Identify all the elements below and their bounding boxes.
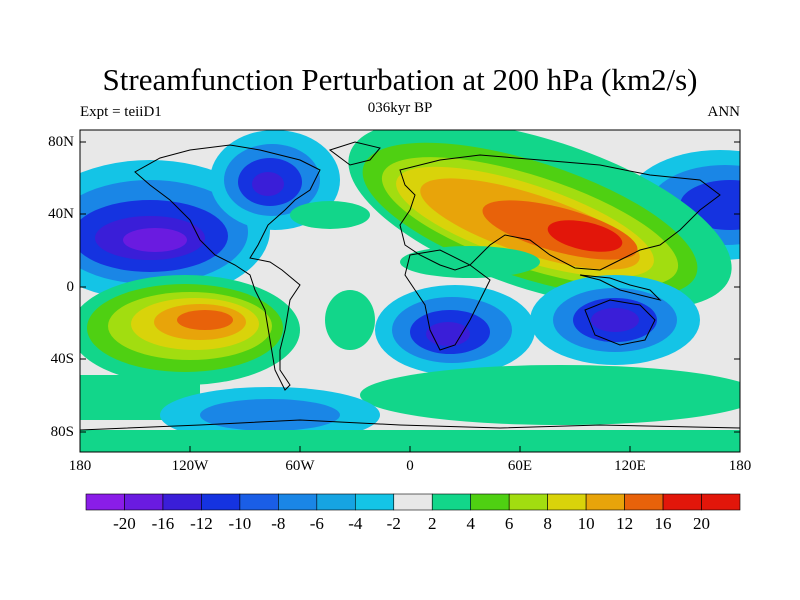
colorbar-box (85, 493, 125, 511)
contour-south-pacific-high (80, 275, 300, 385)
antarctica-outline (80, 419, 740, 431)
colorbar-box (431, 493, 472, 511)
colorbar-box (239, 493, 279, 511)
subtitle-time: 036kyr BP (367, 100, 433, 116)
lon-label-0: 0 (406, 458, 414, 474)
subtitle-experiment: Expt = teiiD1 (80, 104, 162, 120)
colorbar-box (662, 493, 702, 511)
colorbar-label: -4 (348, 514, 363, 533)
colorbar-label: 10 (577, 514, 595, 533)
colorbar-label: 8 (543, 514, 552, 533)
lon-label-120e: 120E (614, 458, 646, 474)
indonesia-outline (579, 274, 662, 301)
eurasia-outline (399, 154, 721, 271)
colorbar-box (585, 493, 625, 511)
colorbar-label: 16 (654, 514, 672, 533)
lon-label-60e: 60E (507, 458, 533, 474)
coastlines (80, 141, 740, 431)
contour-north-america-low (210, 130, 340, 230)
colorbar-label: -2 (386, 514, 401, 533)
contour-atlantic-high (325, 246, 540, 350)
lon-label-120w: 120W (171, 458, 209, 474)
colorbar-label: 6 (504, 514, 514, 533)
colorbar-label: -6 (309, 514, 324, 533)
colorbar-label: -8 (271, 514, 286, 533)
colorbar (85, 493, 741, 511)
greenland-outline (328, 141, 381, 166)
contour-southern-africa-low (375, 285, 535, 375)
colorbar-label: 4 (466, 514, 475, 533)
colorbar-label: -20 (113, 514, 136, 533)
colorbar-box (508, 493, 548, 511)
lon-label-180e: 180 (728, 458, 752, 474)
lat-label-40s: 40S (50, 351, 74, 367)
lat-label-40n: 40N (48, 206, 74, 222)
colorbar-label: -12 (190, 514, 213, 533)
colorbar-label: 2 (427, 514, 437, 533)
lon-label-60w: 60W (285, 458, 315, 474)
colorbar-box (162, 493, 202, 511)
africa-outline (404, 249, 491, 351)
colorbar-label: -10 (228, 514, 252, 533)
colorbar-label: -16 (151, 514, 175, 533)
colorbar-box (470, 493, 510, 511)
subtitle-season: ANN (707, 104, 741, 120)
colorbar-box (701, 493, 741, 511)
lat-label-80n: 80N (48, 134, 74, 150)
colorbar-label: 12 (616, 514, 634, 533)
colorbar-label: 20 (693, 514, 711, 533)
colorbar-box (278, 493, 318, 511)
colorbar-box (624, 493, 664, 511)
lon-label-180w: 180 (68, 458, 92, 474)
contour-eurasia-high (290, 130, 732, 310)
contour-indian-ocean-low (530, 275, 700, 365)
colorbar-box (201, 493, 241, 511)
colorbar-box (316, 493, 356, 511)
colorbar-box (354, 493, 395, 511)
americas-outline (134, 144, 321, 391)
colorbar-box (393, 493, 433, 511)
page-title: Streamfunction Perturbation at 200 hPa (… (102, 62, 698, 97)
axis-ticks (79, 141, 741, 452)
contour-southern-band (80, 365, 740, 452)
lat-label-80s: 80S (50, 424, 74, 440)
colorbar-box (547, 493, 587, 511)
colorbar-box (124, 493, 164, 511)
lat-label-0: 0 (66, 279, 75, 295)
australia-outline (584, 299, 656, 346)
